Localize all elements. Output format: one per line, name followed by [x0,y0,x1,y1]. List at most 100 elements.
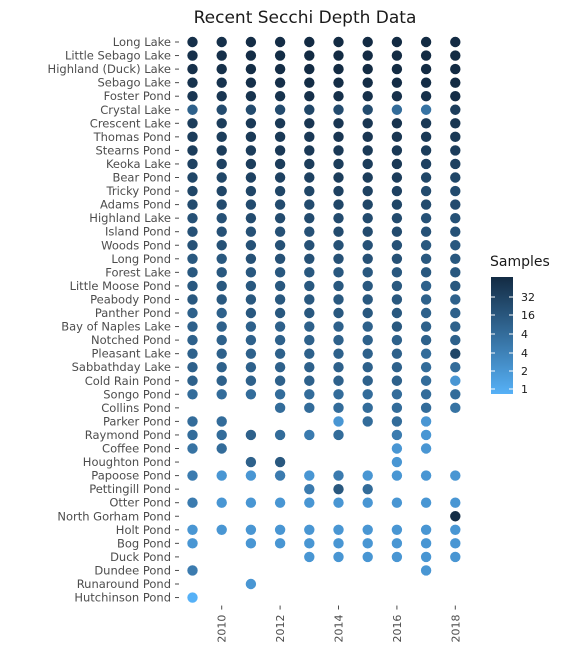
data-point [187,307,198,319]
data-point [333,267,344,278]
data-point [362,402,373,414]
data-point [362,50,373,61]
y-tick-label: Raymond Pond [85,428,171,442]
data-point [362,362,373,373]
data-point [304,104,315,115]
data-point [391,375,403,386]
data-point [216,294,227,305]
data-point [450,104,461,115]
data-point [362,199,373,210]
data-point [391,63,403,75]
data-point [391,104,403,115]
data-point [304,145,315,156]
data-point [274,172,286,183]
data-point [245,240,257,251]
data-point [304,77,315,88]
y-tick-label: Houghton Pond [83,455,171,469]
data-point [420,551,432,563]
y-tick-label: Parker Pond [103,414,171,428]
data-point [274,50,286,61]
data-point [274,389,286,400]
data-point [450,389,461,400]
data-point [245,104,257,115]
data-point [333,375,344,386]
data-point [333,91,344,102]
data-point [362,36,373,48]
data-point [391,334,403,346]
data-point [362,497,373,508]
data-point [391,362,403,373]
y-tick-label: Long Pond [111,252,171,266]
legend-tick-label: 1 [521,383,528,396]
data-point [362,185,373,197]
data-point [450,267,461,278]
data-point [187,240,198,251]
data-point [391,538,403,549]
data-point [216,226,227,237]
data-point [333,538,344,549]
data-point [187,375,198,386]
x-axis-ticks [221,605,456,610]
data-point [450,538,461,549]
y-tick-label: Sebago Lake [98,76,172,90]
data-point [304,307,315,319]
data-point [333,36,344,48]
legend-title: Samples [490,254,550,270]
data-point [245,185,257,197]
data-point [304,212,315,224]
data-point [187,212,198,224]
data-point [187,443,198,454]
data-point [274,158,286,170]
data-point [216,416,227,427]
data-point [333,240,344,251]
data-point [420,50,432,61]
data-point [304,226,315,237]
data-point [450,321,461,332]
data-point [420,118,432,129]
data-point [187,321,198,332]
data-point [391,172,403,183]
data-point [391,240,403,251]
data-point [304,185,315,197]
data-point [333,280,344,292]
data-point [391,524,403,535]
y-tick-label: Notched Pond [91,333,171,347]
data-point [420,375,432,386]
data-point [333,348,344,359]
data-point [274,63,286,75]
data-point [274,91,286,102]
data-point [362,280,373,292]
data-point [333,362,344,373]
data-point [274,280,286,292]
data-point [362,253,373,264]
data-point [187,470,198,481]
y-tick-label: Papoose Pond [91,469,171,483]
data-point [304,348,315,359]
data-point [187,77,198,88]
data-point [362,104,373,115]
data-point [187,362,198,373]
data-point [450,63,461,75]
data-point [362,172,373,183]
data-points [187,36,461,603]
data-point [245,348,257,359]
data-point [187,253,198,264]
data-point [420,497,432,508]
data-point [450,50,461,61]
data-point [216,497,227,508]
data-point [362,307,373,319]
data-point [216,172,227,183]
y-tick-label: North Gorham Pond [57,509,171,523]
data-point [245,538,257,549]
data-point [420,321,432,332]
data-point [420,334,432,346]
y-tick-label: Island Pond [105,225,171,239]
data-point [187,36,198,48]
y-tick-label: Pleasant Lake [91,347,171,361]
y-tick-label: Little Sebago Lake [65,49,171,63]
data-point [333,470,344,481]
y-tick-label: Keoka Lake [106,157,171,171]
data-point [450,77,461,88]
data-point [450,551,461,563]
data-point [216,348,227,359]
